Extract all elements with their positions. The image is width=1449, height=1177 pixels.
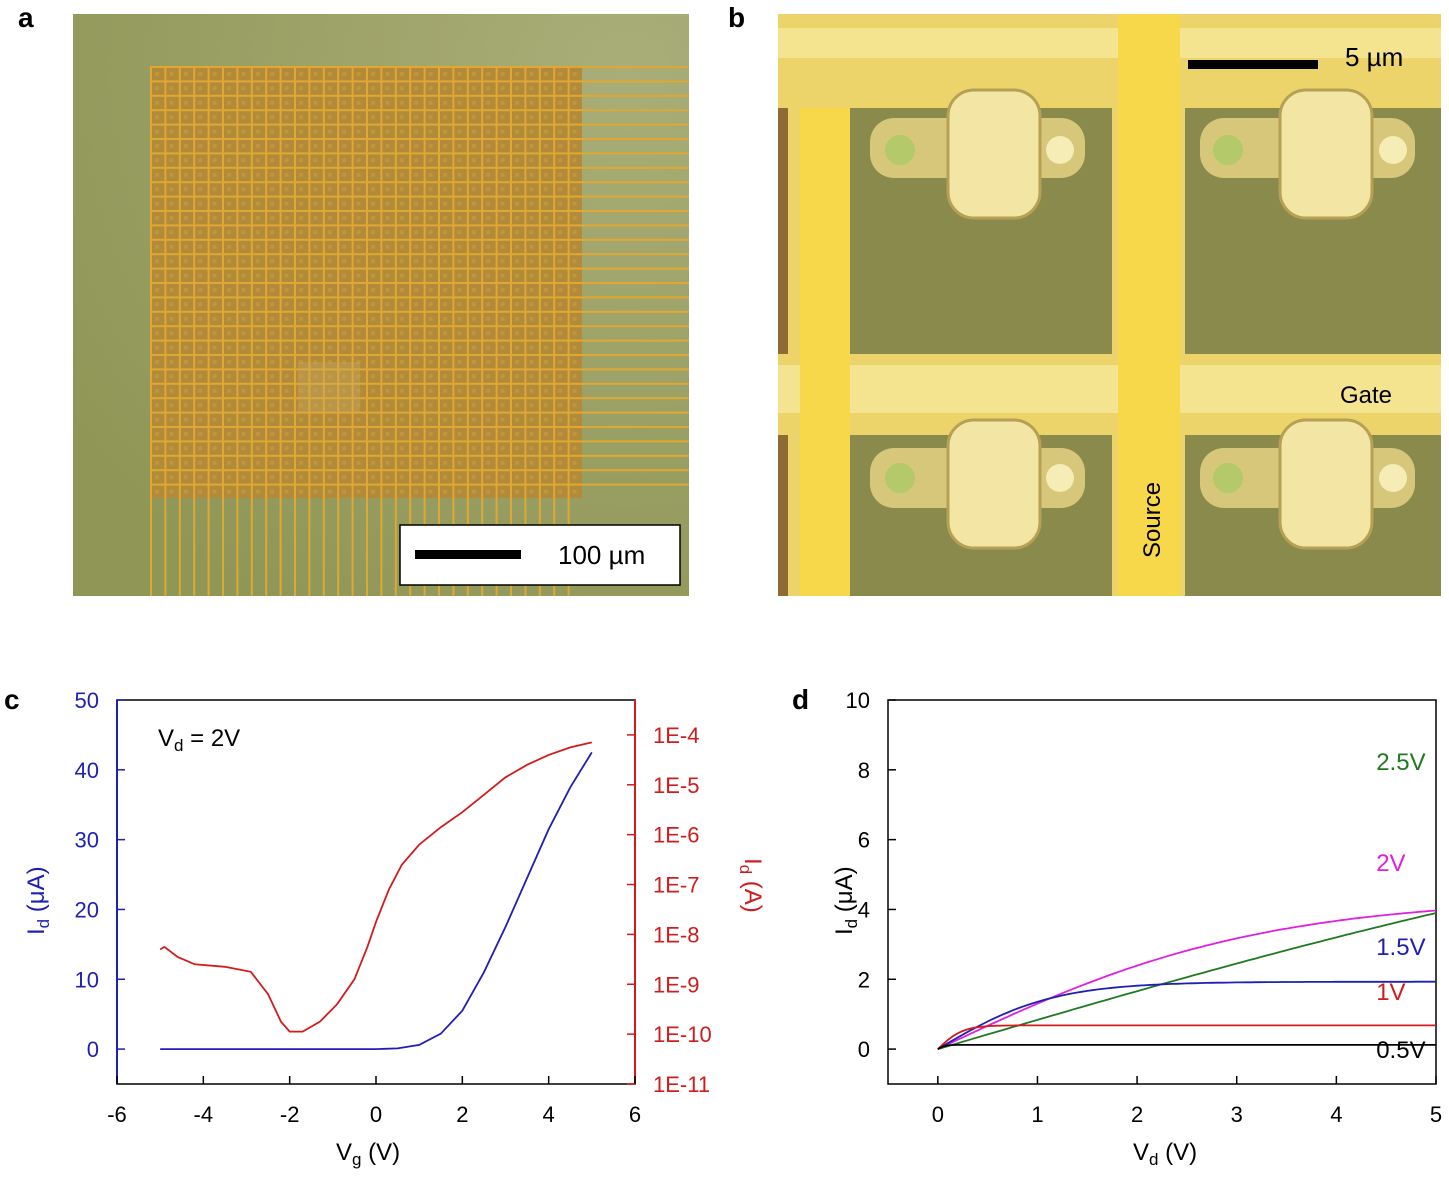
chart-d: 0 1 2 3 4 5 0 2 4 6 8 10 2.5V 2V 1.5V 1V 0.5V Vd (V) I…: [831, 688, 1442, 1169]
chart-d-series-label: 1V: [1376, 979, 1405, 1006]
tft-device: [1200, 418, 1415, 550]
chart-d-series-label: 0.5V: [1376, 1037, 1425, 1064]
chart-c-ytick-left-label: 40: [75, 758, 99, 783]
chart-d-series-label: 2.5V: [1376, 749, 1425, 776]
chart-d-ytick-label: 0: [858, 1037, 870, 1062]
chart-c-series-linear: [160, 751, 593, 1050]
chart-c-ytick-left-label: 10: [75, 967, 99, 992]
tft-device: [870, 88, 1085, 220]
chart-d-xtick-label: 3: [1231, 1102, 1243, 1127]
chart-c-ytick-left-label: 50: [75, 688, 99, 713]
chart-c-ytick-left-label: 0: [87, 1037, 99, 1062]
chart-d-xtick-label: 1: [1031, 1102, 1043, 1127]
chart-c-ytick-right-label: 1E-9: [653, 972, 699, 997]
chart-d-series-label: 2V: [1376, 850, 1405, 877]
chart-c-ytick-right-label: 1E-6: [653, 823, 699, 848]
chart-c-annotation: Vd = 2V: [158, 725, 240, 755]
chart-c-ytick-right-label: 1E-11: [653, 1072, 710, 1097]
panel-label-d: d: [792, 684, 810, 715]
chart-d-xtick-label: 2: [1131, 1102, 1143, 1127]
panel-label-a: a: [18, 2, 34, 33]
chart-c-ylabel-right: Id (A): [736, 858, 766, 913]
chart-c: -6 -4 -2 0 2 4 6 0 10 20 30 40 50 1E-11 1E-10 1E-9 1E-…: [23, 688, 766, 1169]
chart-d-xlabel: Vd (V): [1133, 1139, 1197, 1169]
chart-d-series-1V: [937, 1024, 1436, 1050]
chart-d-ytick-label: 4: [858, 897, 870, 922]
chart-d-ytick-label: 6: [858, 828, 870, 853]
panel-b-micrograph: [778, 14, 1441, 596]
chart-d-frame: [887, 699, 1437, 1085]
chart-c-xtick-label: 6: [629, 1102, 641, 1127]
chart-c-ytick-right-label: 1E-4: [653, 723, 699, 748]
chart-c-ylabel-left: Id (μA): [23, 866, 53, 935]
chart-c-xtick-label: -6: [107, 1102, 127, 1127]
chart-c-ytick-right-label: 1E-5: [653, 773, 699, 798]
panel-label-c: c: [4, 684, 20, 715]
chart-d-xtick-label: 0: [932, 1102, 944, 1127]
scale-bar-b: 5 µm: [1188, 42, 1403, 72]
chart-c-xtick-label: 0: [370, 1102, 382, 1127]
chart-d-ytick-label: 8: [858, 758, 870, 783]
tft-device: [1200, 88, 1415, 220]
chart-d-series-2V: [937, 909, 1437, 1050]
chart-c-series-log: [159, 741, 593, 1033]
chart-d-series-label: 1.5V: [1376, 934, 1425, 961]
chart-d-ytick-label: 10: [846, 688, 870, 713]
scale-bar-b-text: 5 µm: [1345, 42, 1403, 72]
chart-d-series-0.5V: [937, 1044, 1436, 1050]
source-label: Source: [1139, 482, 1166, 558]
chart-c-ytick-right-label: 1E-10: [653, 1022, 712, 1047]
scale-bar-a: 100 µm: [399, 524, 681, 586]
chart-c-xlabel: Vg (V): [336, 1139, 400, 1169]
chart-d-ytick-label: 2: [858, 967, 870, 992]
panel-a-micrograph: [73, 14, 689, 596]
chart-c-xtick-label: -2: [280, 1102, 300, 1127]
chart-c-ytick-left-label: 20: [75, 897, 99, 922]
scale-bar-a-text: 100 µm: [558, 540, 645, 570]
chart-d-xtick-label: 4: [1330, 1102, 1342, 1127]
chart-c-xtick-label: 2: [456, 1102, 468, 1127]
chart-c-xtick-label: 4: [543, 1102, 555, 1127]
chart-c-frame: [116, 699, 636, 1085]
chart-c-xtick-label: -4: [194, 1102, 214, 1127]
chart-c-ytick-left-label: 30: [75, 828, 99, 853]
chart-d-xtick-label: 5: [1430, 1102, 1442, 1127]
tft-device: [870, 418, 1085, 550]
chart-d-ylabel: Id (μA): [831, 866, 861, 935]
panel-label-b: b: [728, 2, 746, 33]
chart-c-ytick-right-label: 1E-8: [653, 922, 699, 947]
chart-c-ytick-right-label: 1E-7: [653, 873, 699, 898]
gate-label: Gate: [1340, 382, 1392, 409]
chart-d-series-1.5V: [937, 980, 1436, 1050]
